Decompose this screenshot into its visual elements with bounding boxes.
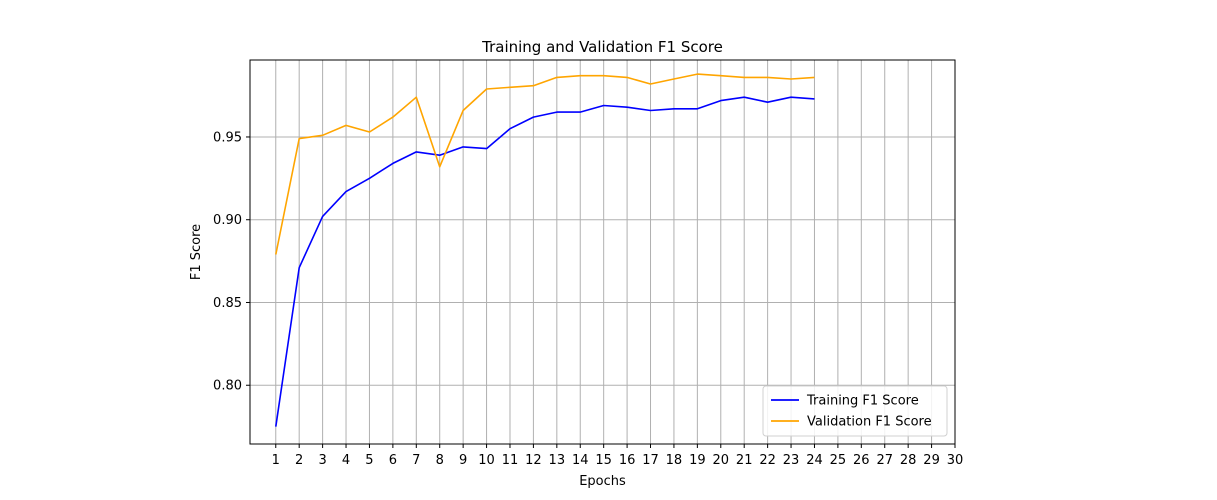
y-tick-label: 0.80 — [213, 379, 242, 394]
legend-label: Training F1 Score — [806, 394, 919, 409]
x-tick-label: 21 — [736, 453, 753, 468]
x-tick-label: 14 — [572, 453, 589, 468]
x-tick-label: 16 — [619, 453, 636, 468]
x-tick-label: 19 — [689, 453, 706, 468]
x-tick-label: 18 — [666, 453, 683, 468]
x-tick-label: 20 — [713, 453, 730, 468]
x-tick-label: 23 — [783, 453, 800, 468]
plot-frame — [249, 59, 956, 445]
x-tick-label: 11 — [502, 453, 519, 468]
x-tick-label: 27 — [876, 453, 893, 468]
chart-title: Training and Validation F1 Score — [481, 38, 723, 56]
x-tick-label: 6 — [389, 453, 397, 468]
x-tick-label: 8 — [436, 453, 444, 468]
y-axis-title: F1 Score — [189, 224, 204, 280]
legend-box — [762, 385, 948, 437]
x-axis-title: Epochs — [579, 474, 626, 489]
x-tick-label: 3 — [318, 453, 326, 468]
y-tick-label: 0.95 — [213, 130, 242, 145]
x-tick-label: 9 — [459, 453, 467, 468]
x-tick-label: 30 — [947, 453, 964, 468]
x-tick-label: 4 — [342, 453, 350, 468]
x-tick-label: 25 — [830, 453, 847, 468]
legend: Training F1 Score Validation F1 Score — [762, 385, 948, 437]
x-axis-ticks: 1 2 3 4 5 6 7 8 9 10 11 12 13 14 15 16 17 18 19 20 21 22 23 24 2… — [272, 444, 964, 468]
y-tick-label: 0.85 — [213, 296, 242, 311]
x-tick-label: 1 — [272, 453, 280, 468]
grid — [250, 60, 956, 444]
x-tick-label: 15 — [595, 453, 612, 468]
x-tick-label: 5 — [365, 453, 373, 468]
x-tick-label: 22 — [759, 453, 776, 468]
legend-label: Validation F1 Score — [807, 415, 932, 430]
x-tick-label: 26 — [853, 453, 870, 468]
series-lines — [275, 73, 815, 427]
x-tick-label: 10 — [478, 453, 495, 468]
x-tick-label: 2 — [295, 453, 303, 468]
x-tick-label: 13 — [549, 453, 566, 468]
x-tick-label: 24 — [806, 453, 823, 468]
x-tick-label: 12 — [525, 453, 542, 468]
y-tick-label: 0.90 — [213, 213, 242, 228]
y-axis-ticks: 0.80 0.85 0.90 0.95 — [213, 130, 250, 394]
series-line-training — [275, 96, 815, 427]
x-tick-label: 7 — [412, 453, 420, 468]
series-line-validation — [275, 73, 815, 255]
x-tick-label: 29 — [923, 453, 940, 468]
x-tick-label: 17 — [642, 453, 659, 468]
x-tick-label: 28 — [900, 453, 917, 468]
